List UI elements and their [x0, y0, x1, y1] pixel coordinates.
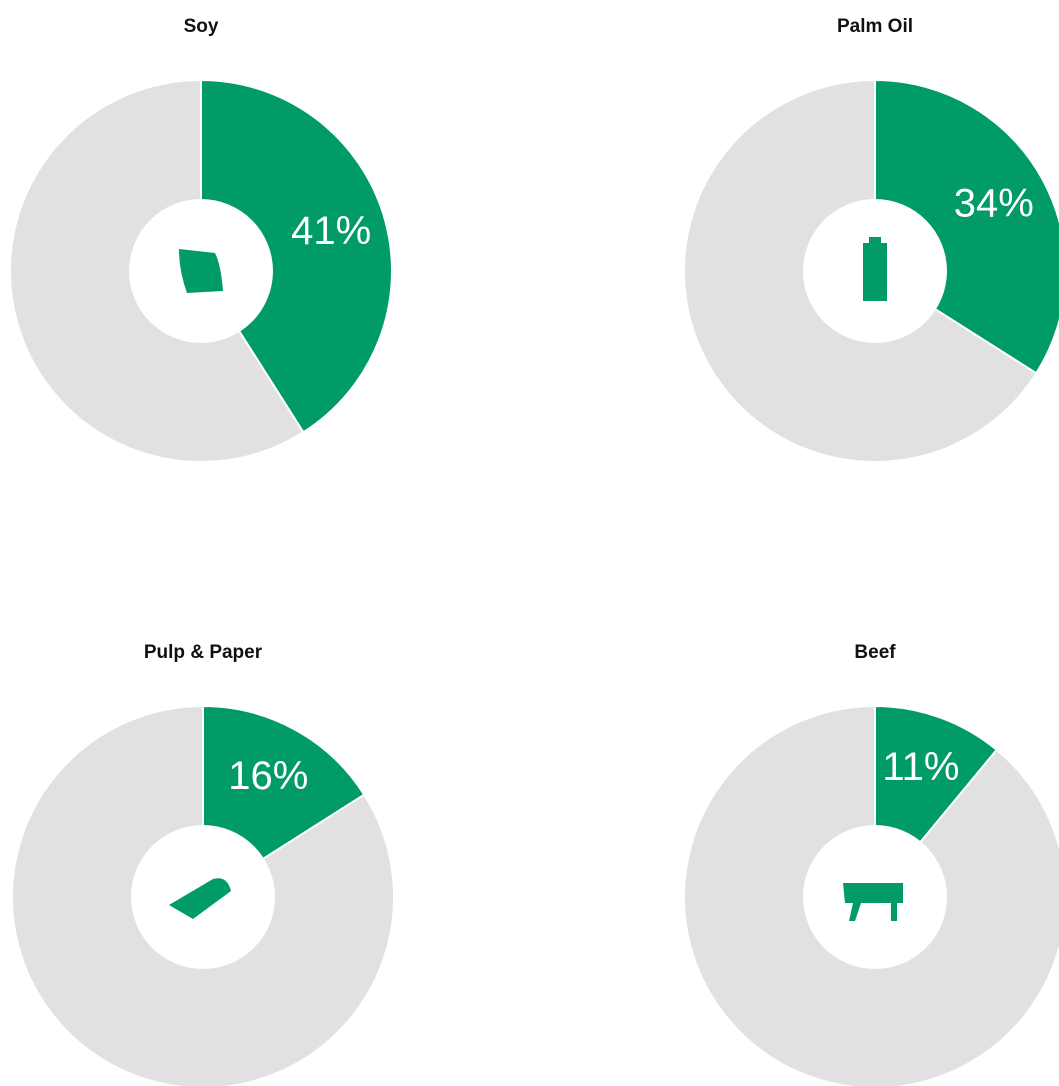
value-label: 11%: [882, 745, 959, 789]
icon: [843, 883, 903, 921]
icon: [169, 878, 231, 919]
value-label: 16%: [228, 754, 308, 798]
chart-title: Palm Oil: [837, 16, 913, 37]
chart-title: Soy: [184, 16, 219, 37]
value-label: 41%: [291, 209, 371, 253]
icon: [863, 237, 887, 301]
chart-title: Pulp & Paper: [144, 642, 263, 663]
icon: [179, 249, 223, 293]
value-label: 34%: [954, 181, 1034, 225]
pie-slice: [200, 78, 393, 434]
chart-title: Beef: [854, 642, 896, 663]
